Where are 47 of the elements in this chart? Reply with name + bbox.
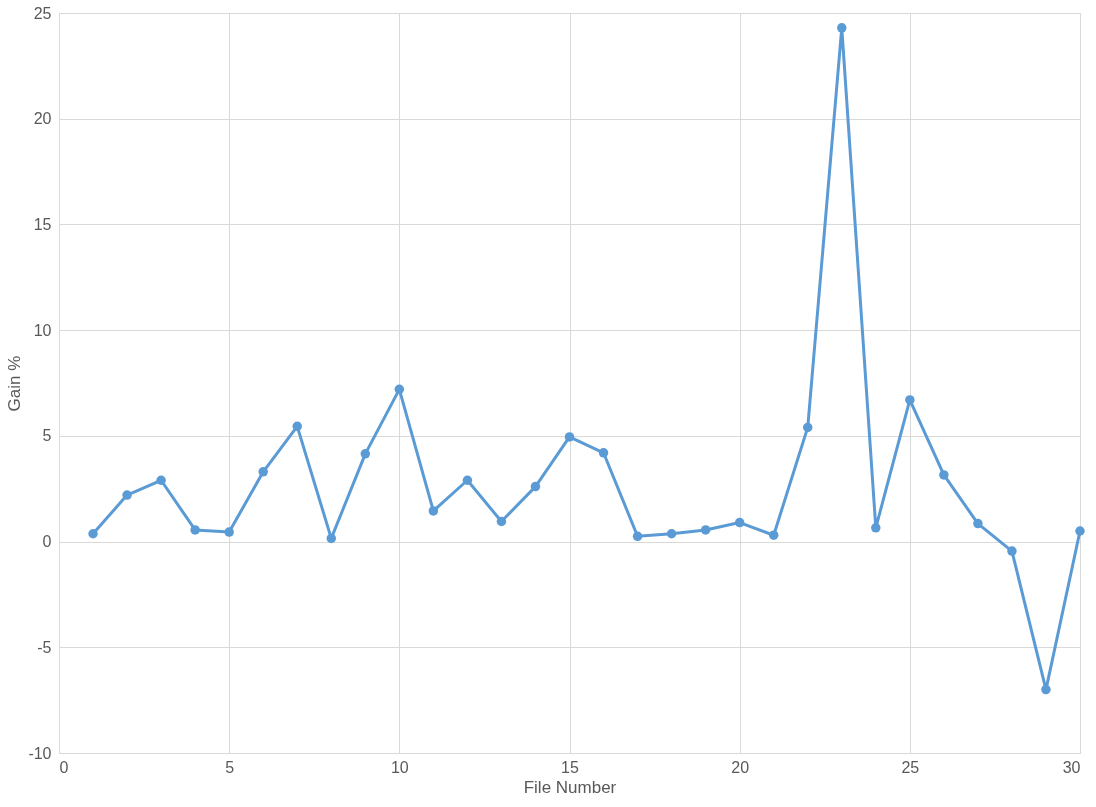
y-tick-label: 20: [33, 110, 52, 128]
x-tick-label: 0: [59, 758, 69, 776]
point: [905, 395, 915, 405]
point: [973, 518, 983, 529]
point: [666, 529, 677, 539]
point: [190, 525, 200, 535]
point: [360, 449, 371, 459]
point: [1041, 684, 1051, 695]
point: [122, 490, 132, 500]
y-tick-label: -5: [37, 638, 52, 656]
point: [530, 481, 541, 492]
y-tick-label: 0: [42, 533, 52, 551]
point: [871, 523, 881, 533]
point: [496, 516, 507, 527]
point: [768, 530, 779, 540]
x-tick-label: 25: [901, 758, 920, 776]
point: [837, 23, 847, 33]
point: [462, 475, 473, 485]
point: [224, 527, 234, 537]
point: [700, 525, 711, 535]
point: [802, 422, 813, 433]
y-tick-label: 15: [33, 215, 52, 233]
x-tick-label: 5: [225, 758, 235, 776]
point: [88, 529, 98, 539]
point: [258, 467, 268, 477]
x-tick-label: 30: [1062, 758, 1081, 776]
point: [292, 421, 302, 432]
y-axis-title: Gain %: [5, 355, 25, 412]
point: [394, 384, 405, 395]
point: [564, 432, 575, 442]
x-tick-label: 15: [561, 758, 579, 776]
point: [428, 506, 439, 516]
point: [734, 517, 745, 528]
x-axis-title: File Number: [523, 777, 617, 797]
point: [1007, 546, 1017, 556]
point: [632, 531, 643, 542]
point: [939, 470, 949, 480]
y-tick-label: 5: [42, 427, 52, 445]
x-tick-label: 20: [731, 758, 750, 776]
y-tick-label: -10: [28, 744, 52, 762]
point: [598, 448, 609, 458]
y-tick-label: 25: [33, 4, 52, 22]
point: [1075, 526, 1085, 536]
x-tick-label: 10: [390, 758, 409, 776]
point: [326, 533, 337, 544]
y-tick-label: 10: [33, 321, 52, 339]
point: [156, 475, 166, 485]
